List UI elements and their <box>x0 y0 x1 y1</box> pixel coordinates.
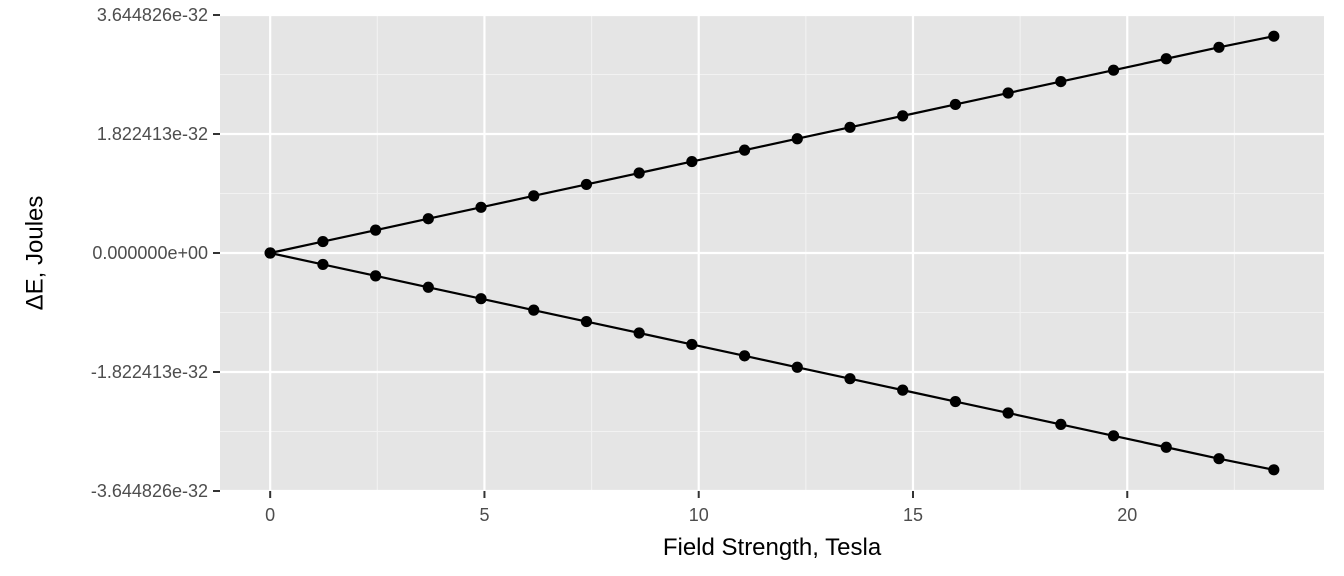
data-point <box>1002 87 1014 99</box>
series-line-2 <box>269 251 1275 471</box>
data-point <box>422 281 434 293</box>
data-point <box>633 167 645 179</box>
data-point <box>370 270 382 282</box>
x-tick-label: 15 <box>903 505 923 525</box>
y-tick-label: -3.644826e-32 <box>91 481 208 501</box>
data-point <box>475 293 487 305</box>
data-point <box>528 304 540 316</box>
data-point <box>1213 453 1225 465</box>
data-point <box>1268 464 1280 476</box>
data-point <box>1055 418 1067 431</box>
data-point <box>475 201 487 213</box>
data-point <box>317 235 329 248</box>
x-tick-label: 0 <box>265 505 275 525</box>
data-point <box>1213 41 1225 53</box>
data-point <box>1268 30 1280 42</box>
x-axis: 0 5 10 15 20 <box>265 491 1137 525</box>
x-tick-label: 10 <box>689 505 709 525</box>
data-point <box>738 350 751 362</box>
data-point <box>1107 430 1120 442</box>
data-point <box>791 361 803 373</box>
y-axis: -3.644826e-32 -1.822413e-32 0.000000e+00 1.… <box>91 5 220 501</box>
data-point <box>1160 441 1172 453</box>
data-point <box>844 373 856 385</box>
y-tick-label: 3.644826e-32 <box>97 5 208 25</box>
y-axis-title: ΔE, Joules <box>21 196 48 311</box>
data-point <box>1160 53 1172 65</box>
data-point <box>844 121 856 133</box>
data-point <box>949 98 962 111</box>
data-point <box>738 144 751 156</box>
data-point <box>949 395 962 408</box>
data-point <box>528 190 540 202</box>
data-point <box>580 315 593 328</box>
data-point <box>1002 407 1014 419</box>
data-point <box>1107 64 1120 76</box>
data-point <box>791 133 803 145</box>
x-axis-title: Field Strength, Tesla <box>663 534 882 561</box>
data-point <box>317 258 329 271</box>
data-point <box>580 178 593 191</box>
data-point <box>686 338 698 351</box>
data-point <box>633 327 645 339</box>
data-point <box>370 224 382 236</box>
series-line-1 <box>269 35 1275 255</box>
x-tick-label: 5 <box>479 505 489 525</box>
data-point <box>1055 75 1067 88</box>
data-point <box>422 213 434 225</box>
series-layer <box>264 30 1280 476</box>
data-point <box>264 247 276 259</box>
y-tick-label: 1.822413e-32 <box>97 124 208 144</box>
data-point <box>897 384 909 396</box>
x-tick-label: 20 <box>1117 505 1137 525</box>
data-point <box>686 155 698 168</box>
data-point <box>897 110 909 122</box>
y-tick-label: -1.822413e-32 <box>91 362 208 382</box>
y-tick-label: 0.000000e+00 <box>92 243 208 263</box>
